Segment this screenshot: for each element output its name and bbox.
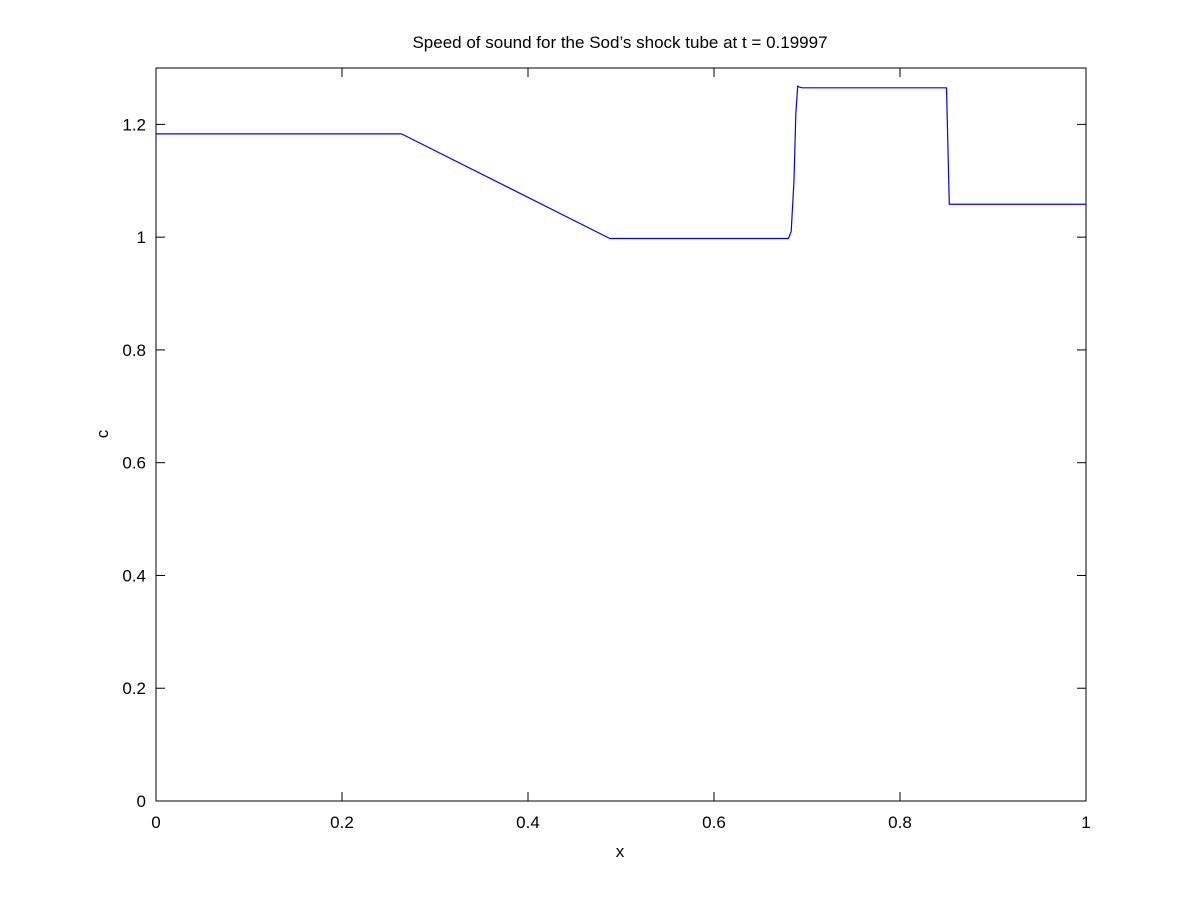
y-tick-label: 0.6 [122, 454, 146, 473]
y-tick-label: 0.2 [122, 679, 146, 698]
y-tick-label: 0 [137, 792, 146, 811]
x-tick-label: 0 [151, 813, 160, 832]
chart-title: Speed of sound for the Sod’s shock tube … [412, 33, 827, 52]
x-axis-label: x [616, 842, 625, 861]
plot-frame [155, 67, 1087, 802]
y-tick-label: 1 [137, 228, 146, 247]
ticks: 0 0.2 0.4 0.6 0.8 1 0 0.2 0.4 0.6 0.8 1 1.2 [122, 68, 1091, 832]
y-tick-label: 0.4 [122, 566, 146, 585]
series-line [156, 85, 1086, 240]
y-axis-label: c [93, 429, 112, 438]
x-tick-label: 0.2 [330, 813, 354, 832]
y-tick-label: 1.2 [122, 115, 146, 134]
x-tick-label: 1 [1081, 813, 1090, 832]
y-tick-label: 0.8 [122, 341, 146, 360]
x-tick-label: 0.4 [516, 813, 540, 832]
x-tick-label: 0.8 [888, 813, 912, 832]
plot-area [155, 67, 1087, 802]
series [156, 85, 1086, 240]
x-tick-label: 0.6 [702, 813, 726, 832]
